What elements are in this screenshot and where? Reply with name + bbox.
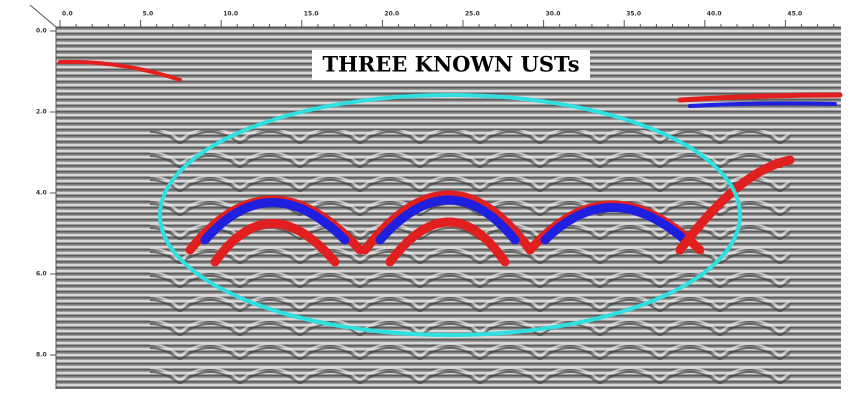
x-tick-label: 40.0 [707,11,722,18]
x-tick-label: 35.0 [626,11,641,18]
x-tick-label: 10.0 [223,11,238,18]
radargram-figure: THREE KNOWN USTs 0.0 5.0 10.0 15.0 20.0 25.0 3… [0,0,865,389]
reflection-texture [150,130,790,389]
y-tick-label: 6.0 [36,271,47,278]
annotation: THREE KNOWN USTs [322,52,579,77]
y-tick-label: 4.0 [36,190,47,197]
x-tick-label: 25.0 [465,11,480,18]
x-tick-label: 30.0 [546,11,561,18]
x-tick-label: 5.0 [143,11,154,18]
y-tick-label: 0.0 [36,28,47,35]
y-tick-label: 8.0 [36,352,47,359]
x-tick-label: 0.0 [62,11,73,18]
y-tick-label: 2.0 [36,109,47,116]
x-tick-label: 45.0 [787,11,802,18]
x-tick-label: 20.0 [384,11,399,18]
x-tick-label: 15.0 [304,11,319,18]
